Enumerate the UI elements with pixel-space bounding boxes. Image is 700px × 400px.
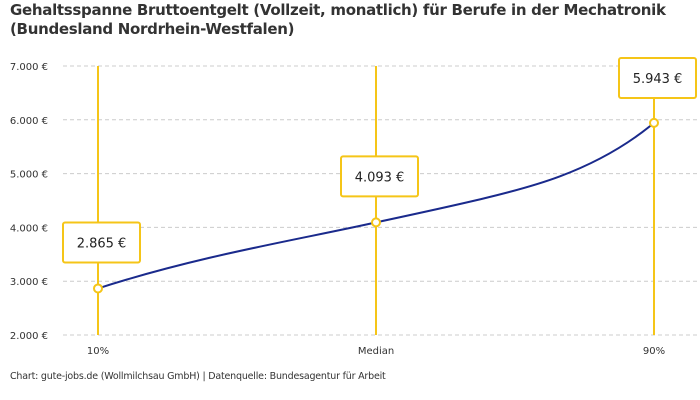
- y-tick-label: 4.000 €: [10, 223, 48, 234]
- data-label: 5.943 €: [633, 72, 683, 87]
- data-point: [93, 283, 103, 294]
- y-tick-label: 3.000 €: [10, 277, 48, 288]
- data-label: 2.865 €: [77, 236, 127, 251]
- x-tick-label: 10%: [87, 346, 109, 357]
- x-tick-label: Median: [358, 346, 394, 357]
- data-label-box: [62, 221, 141, 264]
- y-tick-label: 5.000 €: [10, 170, 48, 181]
- data-label-box: [340, 155, 419, 198]
- y-tick-label: 7.000 €: [10, 62, 48, 73]
- chart-title: Gehaltsspanne Bruttoentgelt (Vollzeit, m…: [10, 1, 666, 38]
- x-tick-label: 90%: [643, 346, 665, 357]
- data-point: [649, 117, 659, 128]
- y-tick-label: 2.000 €: [10, 331, 48, 342]
- data-point: [371, 217, 381, 228]
- data-label: 4.093 €: [355, 170, 405, 185]
- source-footer: Chart: gute-jobs.de (Wollmilchsau GmbH) …: [10, 371, 386, 382]
- salary-line: [97, 122, 655, 290]
- y-tick-label: 6.000 €: [10, 116, 48, 127]
- data-label-box: [618, 57, 697, 99]
